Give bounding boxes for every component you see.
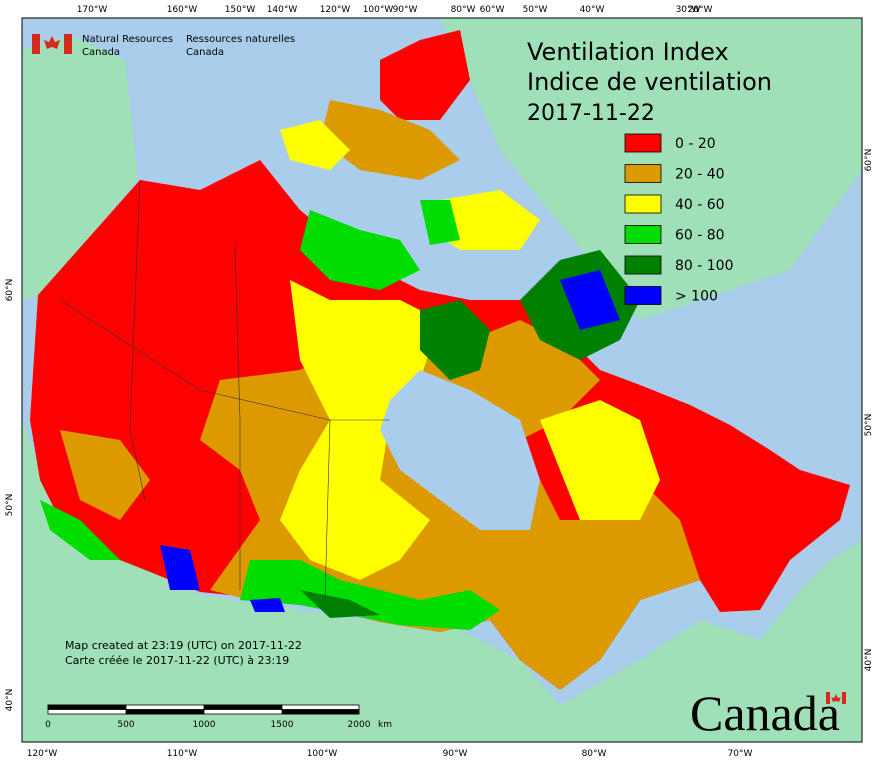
graticule-top: 100°W (363, 5, 394, 15)
scale-bar (47, 704, 360, 715)
scale-label: 2000 (348, 720, 371, 730)
agency-fr: Ressources naturelles (186, 34, 295, 45)
graticule-bottom: 110°W (167, 749, 198, 759)
graticule-bottom: 80°W (582, 749, 607, 759)
legend: 0 - 20 20 - 40 40 - 60 60 - 80 80 - 100 > 100 (624, 133, 734, 305)
hudson-bay (380, 370, 540, 530)
scale-label: 0 (45, 720, 51, 730)
legend-swatch (624, 133, 662, 153)
legend-swatch (624, 194, 662, 214)
graticule-top: 150°W (225, 5, 256, 15)
graticule-top: 50°W (523, 5, 548, 15)
graticule-top: 40°W (580, 5, 605, 15)
graticule-top: 30°W (676, 5, 701, 15)
legend-swatch (624, 164, 662, 183)
legend-label: 40 - 60 (675, 197, 725, 213)
title: Ventilation Index (527, 38, 729, 66)
legend-label: 80 - 100 (675, 258, 734, 274)
graticule-bottom: 70°W (728, 749, 753, 759)
agency-fr: Canada (186, 47, 224, 58)
frame (21, 17, 863, 743)
date: 2017-11-22 (527, 101, 655, 126)
scale-label: 1000 (193, 720, 216, 730)
legend-label: 0 - 20 (675, 136, 716, 152)
credit: Map created at 23:19 (UTC) on 2017-11-22 (65, 639, 302, 652)
logo (32, 34, 72, 54)
legend-label: > 100 (675, 289, 718, 305)
legend-label: 20 - 40 (675, 167, 725, 183)
legend-label: 60 - 80 (675, 228, 725, 244)
graticule-top: 160°W (167, 5, 198, 15)
graticule-top: 140°W (267, 5, 298, 15)
graticule-right: 40°N (864, 649, 874, 672)
wordmark: Canada (690, 685, 840, 741)
graticule-top: 170°W (77, 5, 108, 15)
scale-label: 500 (117, 720, 134, 730)
legend-swatch (624, 286, 662, 305)
arctic-islands (280, 30, 640, 360)
graticule-left: 40°N (5, 689, 15, 712)
graticule-right: 60°N (864, 149, 874, 172)
scale-label: 1500 (271, 720, 294, 730)
scale-unit: km (378, 720, 392, 730)
graticule-top: 20°W (688, 5, 713, 15)
graticule-left: 60°N (5, 279, 15, 302)
graticule-top: 120°W (320, 5, 351, 15)
graticule-top: 90°W (393, 5, 418, 15)
agency-en: Natural Resources (82, 34, 173, 45)
borders (59, 179, 390, 601)
legend-swatch (624, 255, 662, 275)
graticule-right: 50°N (864, 414, 874, 437)
graticule-top: 80°W (451, 5, 476, 15)
agency-en: Canada (82, 47, 120, 58)
graticule-bottom: 90°W (443, 749, 468, 759)
credit: Carte créée le 2017-11-22 (UTC) à 23:19 (65, 654, 289, 667)
graticule-left: 50°N (5, 494, 15, 517)
graticule-top: 60°W (480, 5, 505, 15)
legend-swatch (624, 225, 662, 244)
graticule-bottom: 100°W (307, 749, 338, 759)
wordmark-flag (826, 692, 846, 704)
graticule-bottom: 120°W (27, 749, 58, 759)
title-fr: Indice de ventilation (527, 68, 772, 96)
